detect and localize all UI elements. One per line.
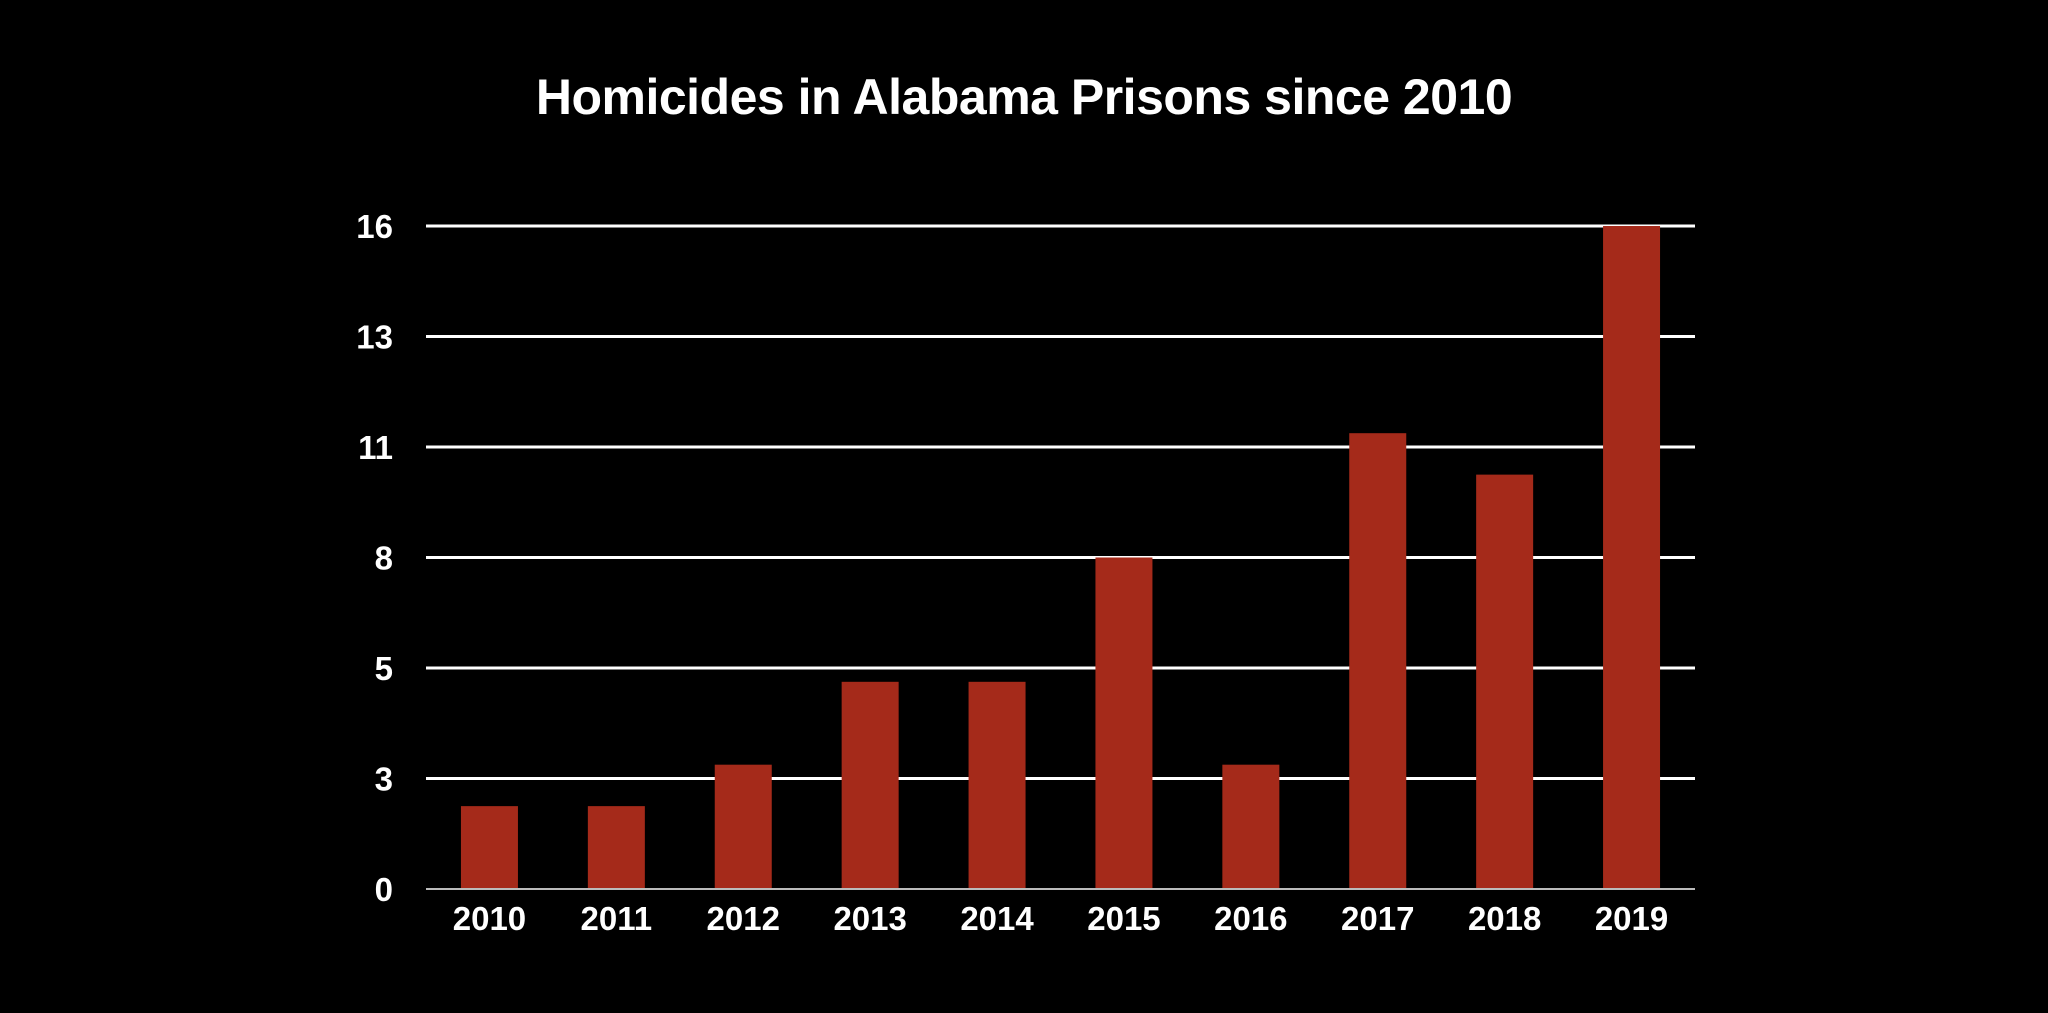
bar-2015 bbox=[1095, 557, 1153, 889]
x-tick-label: 2014 bbox=[960, 900, 1034, 937]
bar-2014 bbox=[968, 681, 1026, 889]
x-tick-label: 2016 bbox=[1214, 900, 1287, 937]
bar-2017 bbox=[1349, 433, 1407, 889]
x-tick-label: 2019 bbox=[1595, 900, 1668, 937]
y-tick-label: 8 bbox=[375, 540, 393, 577]
y-tick-label: 16 bbox=[356, 208, 393, 245]
x-tick-label: 2017 bbox=[1341, 900, 1414, 937]
x-tick-label: 2010 bbox=[453, 900, 526, 937]
bar-2010 bbox=[460, 806, 518, 889]
y-tick-label: 11 bbox=[358, 429, 393, 466]
x-tick-label: 2018 bbox=[1468, 900, 1541, 937]
x-tick-label: 2012 bbox=[707, 900, 780, 937]
bar-2019 bbox=[1603, 226, 1661, 889]
y-tick-label: 5 bbox=[375, 650, 393, 687]
x-tick-label: 2015 bbox=[1087, 900, 1160, 937]
bar-2012 bbox=[714, 764, 772, 889]
bar-2018 bbox=[1476, 474, 1534, 889]
chart-title: Homicides in Alabama Prisons since 2010 bbox=[535, 69, 1513, 125]
x-tick-label: 2013 bbox=[833, 900, 906, 937]
bar-2011 bbox=[587, 806, 645, 889]
x-tick-label: 2011 bbox=[581, 900, 653, 937]
bar-2016 bbox=[1222, 764, 1280, 889]
bar-2013 bbox=[841, 681, 899, 889]
y-tick-label: 0 bbox=[375, 871, 393, 908]
y-tick-label: 3 bbox=[375, 760, 393, 797]
y-tick-label: 13 bbox=[356, 319, 393, 356]
